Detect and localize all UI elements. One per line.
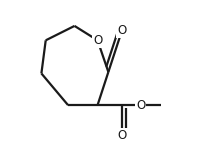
Text: O: O <box>117 129 127 142</box>
Text: O: O <box>93 34 102 47</box>
Text: O: O <box>136 99 145 112</box>
Text: O: O <box>117 24 127 37</box>
